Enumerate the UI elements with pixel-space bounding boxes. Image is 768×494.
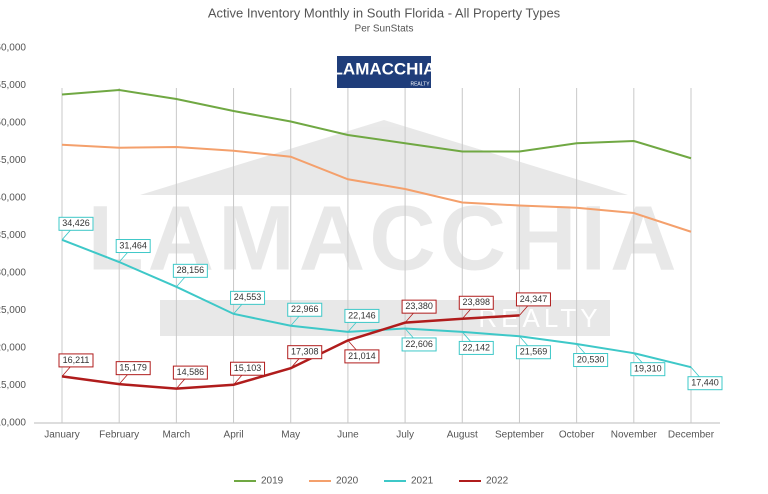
- data-label: 20,530: [577, 354, 605, 364]
- x-tick-label: September: [495, 430, 545, 441]
- data-label: 23,380: [405, 301, 433, 311]
- y-tick-label: 20,000: [0, 343, 26, 354]
- x-tick-label: January: [44, 430, 80, 441]
- series-line: [61, 88, 692, 160]
- x-tick-label: December: [668, 430, 715, 441]
- data-label-box: [287, 345, 323, 360]
- x-tick-label: July: [396, 430, 414, 441]
- y-tick-label: 50,000: [0, 118, 26, 129]
- watermark-roof: [140, 120, 628, 195]
- data-label-box: [287, 302, 323, 317]
- legend-label: 2019: [261, 476, 284, 487]
- y-tick-label: 35,000: [0, 230, 26, 241]
- data-label-box: [115, 239, 151, 254]
- data-label-box: [230, 290, 266, 305]
- data-label: 34,426: [62, 218, 90, 228]
- data-label: 15,103: [234, 363, 262, 373]
- data-label: 28,156: [177, 265, 205, 275]
- data-label-box: [515, 292, 551, 307]
- data-label-box: [58, 216, 94, 231]
- data-label: 24,553: [234, 292, 262, 302]
- data-label-box: [573, 353, 609, 368]
- data-label: 21,014: [348, 351, 376, 361]
- data-label: 17,440: [691, 378, 719, 388]
- data-label: 31,464: [119, 240, 147, 250]
- y-tick-label: 25,000: [0, 305, 26, 316]
- y-tick-label: 30,000: [0, 268, 26, 279]
- data-label-box: [172, 365, 208, 380]
- x-tick-label: November: [611, 430, 658, 441]
- x-tick-label: October: [559, 430, 595, 441]
- series-line: [61, 143, 692, 233]
- series-line: [61, 238, 692, 369]
- logo-name: LAMACCHIA: [333, 59, 436, 78]
- data-label: 21,569: [520, 347, 548, 357]
- logo: LAMACCHIA REALTY: [333, 56, 436, 88]
- data-label-box: [515, 345, 551, 360]
- data-label: 22,606: [405, 339, 433, 349]
- legend-label: 2020: [336, 476, 359, 487]
- data-label-box: [58, 353, 94, 368]
- data-label-box: [687, 376, 723, 391]
- data-label-box: [344, 308, 380, 323]
- logo-box: [337, 56, 431, 88]
- chart-subtitle: Per SunStats: [355, 24, 414, 35]
- data-label: 19,310: [634, 364, 662, 374]
- data-label-box: [458, 340, 494, 355]
- data-label-box: [401, 337, 437, 352]
- legend-label: 2021: [411, 476, 434, 487]
- data-label-box: [344, 349, 380, 364]
- data-label: 17,308: [291, 347, 319, 357]
- data-label: 24,347: [520, 294, 548, 304]
- data-label-box: [458, 295, 494, 310]
- y-tick-label: 60,000: [0, 43, 26, 54]
- watermark: LAMACCHIA REALTY: [87, 120, 677, 336]
- data-label: 23,898: [463, 297, 491, 307]
- x-tick-label: April: [224, 430, 244, 441]
- legend-label: 2022: [486, 476, 509, 487]
- chart-title: Active Inventory Monthly in South Florid…: [208, 5, 561, 20]
- x-tick-label: February: [99, 430, 139, 441]
- logo-tagline: REALTY: [410, 81, 430, 87]
- y-tick-label: 55,000: [0, 80, 26, 91]
- x-tick-label: May: [281, 430, 300, 441]
- x-tick-label: August: [447, 430, 478, 441]
- y-tick-label: 45,000: [0, 155, 26, 166]
- data-label-box: [401, 299, 437, 314]
- data-label: 22,966: [291, 304, 319, 314]
- data-label-box: [115, 361, 151, 376]
- x-tick-label: March: [162, 430, 190, 441]
- data-label: 22,146: [348, 310, 376, 320]
- data-label: 15,179: [119, 363, 147, 373]
- y-tick-label: 40,000: [0, 193, 26, 204]
- y-tick-label: 10,000: [0, 418, 26, 429]
- data-label: 16,211: [63, 355, 90, 365]
- x-tick-label: June: [337, 430, 359, 441]
- data-label: 14,586: [177, 367, 205, 377]
- series-line: [61, 314, 520, 390]
- data-label-box: [630, 362, 666, 377]
- data-label-box: [230, 361, 266, 376]
- y-tick-label: 15,000: [0, 380, 26, 391]
- data-label-box: [172, 263, 208, 278]
- data-label: 22,142: [463, 342, 491, 352]
